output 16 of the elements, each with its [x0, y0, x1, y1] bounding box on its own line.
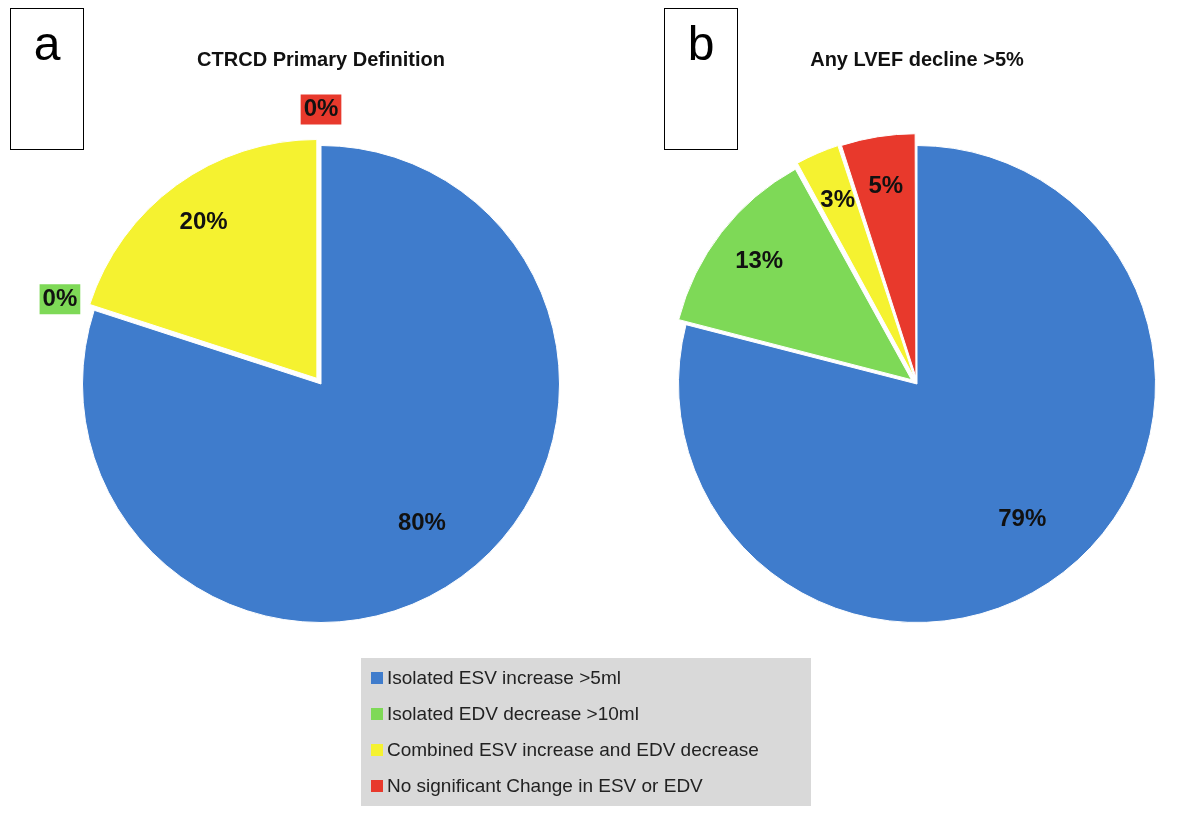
data-label: 5% [868, 171, 904, 199]
data-label: 3% [820, 185, 856, 213]
data-label: 20% [179, 207, 228, 235]
legend-label: Isolated ESV increase >5ml [387, 667, 621, 689]
legend-label: Isolated EDV decrease >10ml [387, 703, 639, 725]
text: a [10, 8, 84, 150]
chart-title: Any LVEF decline >5% [810, 47, 1024, 70]
text: 0% [303, 94, 339, 122]
legend-label: No significant Change in ESV or EDV [387, 775, 703, 797]
data-label: 80% [397, 507, 446, 535]
text: 0% [42, 283, 78, 311]
legend-label: Combined ESV increase and EDV decrease [387, 739, 759, 761]
text: b [664, 8, 738, 150]
data-label: 13% [735, 246, 784, 274]
data-label: 79% [998, 504, 1047, 532]
chart-title: CTRCD Primary Definition [197, 47, 445, 70]
